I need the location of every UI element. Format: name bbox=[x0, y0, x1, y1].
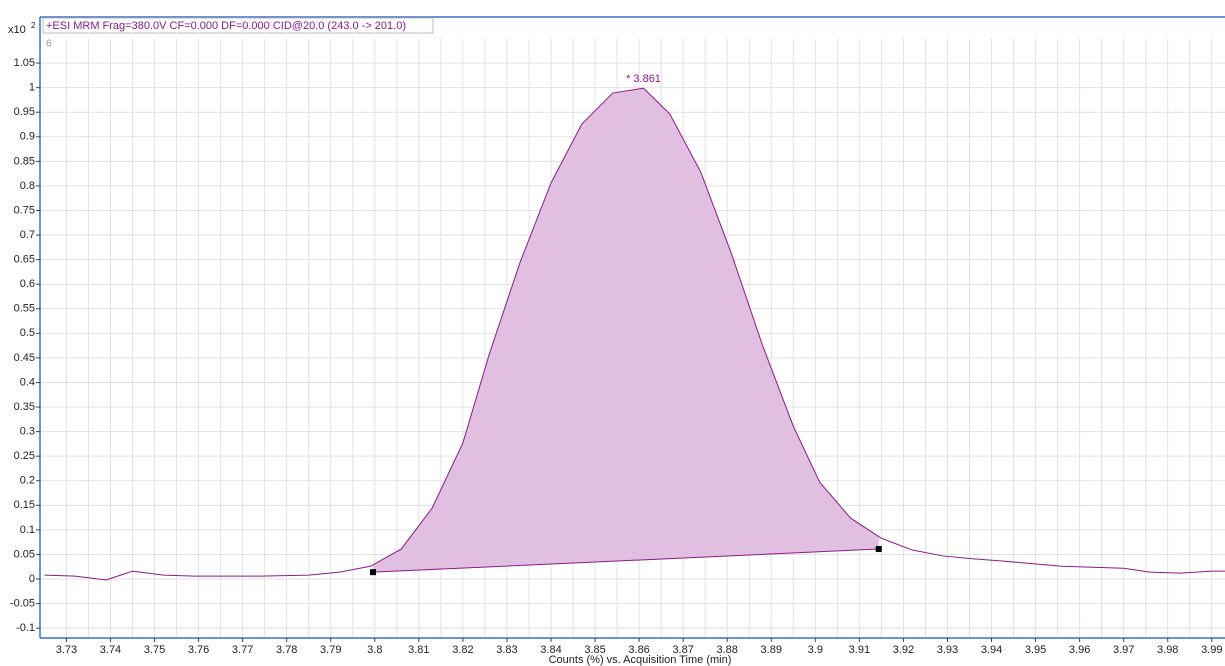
x-tick-label: 3.78 bbox=[276, 644, 297, 656]
y-tick-label: 0.65 bbox=[14, 254, 35, 266]
baseline-marker bbox=[875, 546, 882, 553]
y-tick-label: 0.05 bbox=[14, 548, 35, 560]
x-tick-label: 3.81 bbox=[408, 644, 429, 656]
y-tick-label: 0 bbox=[29, 573, 35, 585]
y-tick-label: 0.25 bbox=[14, 450, 35, 462]
integrated-area bbox=[373, 88, 879, 573]
x-tick-label: 3.73 bbox=[56, 644, 77, 656]
x-tick-label: 3.79 bbox=[320, 644, 341, 656]
x-tick-label: 3.77 bbox=[232, 644, 253, 656]
x-tick-label: 3.75 bbox=[144, 644, 165, 656]
x-tick-label: 3.93 bbox=[937, 644, 958, 656]
baseline bbox=[373, 548, 879, 573]
y-tick-label: 0.2 bbox=[20, 475, 35, 487]
y-tick-label: 0.15 bbox=[14, 499, 35, 511]
y-tick-label: 0.3 bbox=[20, 426, 35, 438]
y-tick-label: 0.4 bbox=[20, 376, 35, 388]
x-axis-label: Counts (%) vs. Acquisition Time (min) bbox=[549, 654, 732, 666]
y-scale-exponent: 2 bbox=[31, 21, 36, 30]
y-tick-label: 0.35 bbox=[14, 401, 35, 413]
y-tick-label: -0.1 bbox=[16, 622, 35, 634]
x-tick-label: 3.98 bbox=[1157, 644, 1178, 656]
y-tick-label: 0.5 bbox=[20, 327, 35, 339]
y-tick-label: 0.95 bbox=[14, 106, 35, 118]
y-tick-label: 0.6 bbox=[20, 278, 35, 290]
y-tick-label: 0.9 bbox=[20, 131, 35, 143]
x-tick-label: 3.85 bbox=[584, 644, 605, 656]
y-tick-label: 0.85 bbox=[14, 155, 35, 167]
x-tick-label: 3.87 bbox=[672, 644, 693, 656]
x-tick-label: 3.86 bbox=[628, 644, 649, 656]
chart-title: +ESI MRM Frag=380.0V CF=0.000 DF=0.000 C… bbox=[46, 20, 406, 32]
y-tick-label: 0.75 bbox=[14, 204, 35, 216]
x-tick-label: 3.82 bbox=[452, 644, 473, 656]
y-tick-label: 0.8 bbox=[20, 180, 35, 192]
x-tick-label: 3.84 bbox=[540, 644, 561, 656]
x-tick-label: 3.94 bbox=[981, 644, 1002, 656]
x-tick-label: 3.8 bbox=[367, 644, 382, 656]
y-tick-label: 0.45 bbox=[14, 352, 35, 364]
chromatogram-line bbox=[44, 87, 1225, 581]
plot: * 3.861 bbox=[44, 73, 1225, 581]
x-tick-label: 3.89 bbox=[761, 644, 782, 656]
x-tick-label: 3.83 bbox=[496, 644, 517, 656]
x-tick-label: 3.97 bbox=[1113, 644, 1134, 656]
x-tick-label: 3.92 bbox=[893, 644, 914, 656]
x-tick-label: 3.88 bbox=[717, 644, 738, 656]
y-tick-label: 1.05 bbox=[14, 57, 35, 69]
title-box bbox=[42, 17, 434, 34]
y-tick-label: 1 bbox=[29, 82, 35, 94]
x-tick-label: 3.91 bbox=[849, 644, 870, 656]
panel-label: 6 bbox=[46, 39, 52, 50]
y-tick-label: 0.7 bbox=[20, 229, 35, 241]
x-tick-label: 3.74 bbox=[100, 644, 121, 656]
x-tick-label: 3.99 bbox=[1201, 644, 1222, 656]
peak-label: * 3.861 bbox=[626, 73, 661, 85]
y-scale-label: x10 bbox=[8, 24, 26, 36]
y-tick-label: -0.05 bbox=[10, 598, 35, 610]
x-tick-label: 3.95 bbox=[1025, 644, 1046, 656]
x-tick-label: 3.76 bbox=[188, 644, 209, 656]
x-tick-label: 3.96 bbox=[1069, 644, 1090, 656]
x-tick-label: 3.9 bbox=[808, 644, 823, 656]
y-tick-label: 0.55 bbox=[14, 303, 35, 315]
baseline-marker bbox=[370, 569, 377, 576]
y-tick-label: 0.1 bbox=[20, 524, 35, 536]
